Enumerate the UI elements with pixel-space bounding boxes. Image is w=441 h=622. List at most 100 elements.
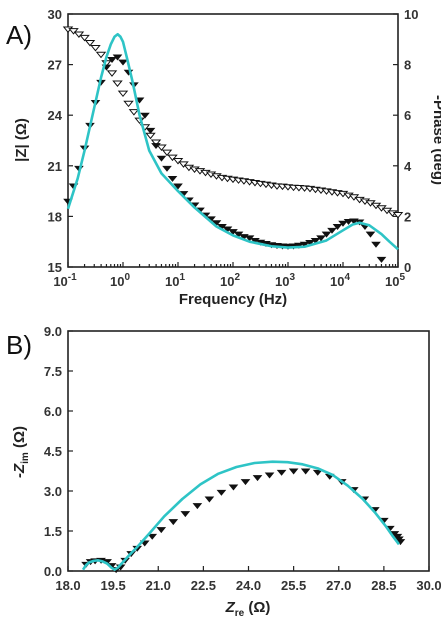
panel-a-filled-triangle-point (321, 231, 332, 238)
panel-b-ticks: 18.0 19.5 21.0 22.5 24.0 25.5 27.0 28.5 30.0 0.0 1… (44, 324, 441, 593)
panel-a-open-triangle-point (150, 139, 162, 146)
panel-a-filled-triangle-point (156, 155, 167, 162)
panel-a-xtick-label: 10-1 (53, 272, 77, 289)
panel-a-ytick-right-label: 4 (404, 159, 412, 174)
panel-b-filled-triangle-point (300, 468, 311, 475)
panel-a-filled-triangle-point (162, 165, 172, 172)
panel-a-open-triangle-point (123, 100, 134, 108)
panel-a-filled-triangle-point (371, 241, 381, 248)
panel-a-filled-triangle-point (338, 220, 348, 227)
panel-b-xlabel-sub: re (235, 608, 245, 619)
panel-b-filled-triangle-point (147, 533, 158, 540)
panel-b-xlabel: Zre (Ω) (225, 599, 271, 619)
panel-b-ytick-label: 0.0 (44, 564, 62, 579)
panel-b-xtick-label: 18.0 (55, 578, 80, 593)
panel-a-filled-triangle-point (299, 241, 310, 248)
panel-a-filled-triangle-point (343, 218, 354, 225)
panel-a-ytick-right-label: 0 (404, 260, 411, 275)
panel-a-ytick-right-label: 8 (404, 58, 411, 73)
panel-a-filled-triangle-point (332, 224, 343, 230)
panel-a-xtick-label: 104 (330, 272, 350, 289)
panel-a-open-triangle-point (178, 161, 189, 168)
panel-b-xtick-label: 22.5 (191, 578, 216, 593)
panel-a-ytick-left-label: 18 (48, 209, 62, 224)
panel-a-open-triangle-point (167, 154, 178, 162)
panel-a-filled-triangle-point (167, 175, 178, 182)
panel-b-label: B) (6, 330, 32, 360)
panel-b-ylabel: -Zim (Ω) (11, 426, 31, 478)
panel-a-open-triangle-point (106, 70, 118, 77)
panel-a-open-triangle-point (73, 31, 85, 39)
panel-a-filled-triangle-point (305, 239, 315, 246)
panel-b-xtick-label: 25.5 (281, 578, 306, 593)
panel-b-xtick-label: 28.5 (371, 578, 396, 593)
panel-a-ytick-right-label: 2 (404, 209, 411, 224)
panel-a-filled-triangle-point (365, 231, 376, 238)
panel-a-filled-triangle-point (118, 59, 128, 66)
panel-b-ytick-label: 6.0 (44, 404, 62, 419)
panel-a-filled-triangle-point (327, 227, 337, 234)
panel-a-open-triangle-point (392, 212, 404, 219)
panel-a-filled-triangle-point (107, 57, 117, 64)
panel-a-ytick-left-label: 27 (48, 58, 62, 73)
panel-a-ytick-left-label: 24 (48, 108, 63, 123)
panel-b-xlabel-main: Z (225, 599, 236, 616)
panel-a-open-triangle-point (145, 132, 156, 140)
panel-a-label: A) (6, 20, 32, 50)
panel-a-filled-triangle-point (376, 256, 387, 263)
panel-a: A) 10-1 100 101 102 103 104 105151821242730024… (6, 7, 441, 308)
panel-a-filled-triangle-point (310, 237, 321, 244)
panel-b-ylabel-sub: im (20, 452, 31, 464)
panel-b-ytick-label: 7.5 (44, 364, 62, 379)
panel-b-filled-triangle-point (156, 527, 167, 534)
panel-a-open-triangle-point (68, 28, 79, 35)
panel-b-xtick-label: 21.0 (146, 578, 171, 593)
panel-b-filled-triangle-point (228, 484, 239, 491)
panel-b-xtick-label: 27.0 (326, 578, 351, 593)
panel-b-filled-triangle-point (312, 469, 323, 476)
panel-a-filled-triangle-point (140, 112, 150, 119)
panel-a-ytick-left-label: 30 (48, 7, 62, 22)
panel-b-filled-triangle-point (252, 475, 263, 482)
panel-a-filled-triangle-point (316, 235, 326, 242)
panel-b-filled-triangle-point (216, 489, 227, 496)
panel-a-open-triangle-point (112, 80, 123, 87)
panel-a-open-triangle-point (156, 144, 167, 152)
panel-b-filled-triangle-point (192, 503, 203, 510)
panel-b-filled-triangle-point (276, 469, 287, 476)
panel-a-filled-triangle-point (151, 143, 161, 150)
panel-a-filled-triangle-point (173, 183, 183, 190)
panel-a-open-triangle-point (117, 90, 129, 98)
panel-a-open-triangle-point (128, 109, 140, 116)
panel-b-filled-triangle-point (168, 519, 179, 526)
panel-a-ylabel-left: |Z| (Ω) (13, 118, 30, 162)
panel-b-ytick-label: 9.0 (44, 324, 62, 339)
panel-b-ytick-label: 3.0 (44, 484, 62, 499)
panel-b-xlabel-unit: (Ω) (244, 599, 270, 616)
panel-b-marks (81, 460, 406, 574)
panel-b-filled-triangle-point (180, 511, 191, 518)
panel-a-xtick-label: 100 (110, 272, 130, 289)
panel-a-fit-line (66, 32, 399, 251)
panel-a-ytick-right-label: 6 (404, 108, 411, 123)
panel-a-frame (67, 13, 399, 268)
panel-a-open-triangle-point (161, 149, 173, 157)
panel-b-ytick-label: 4.5 (44, 444, 62, 459)
panel-b-fit-line (81, 460, 400, 571)
panel-a-open-triangle-point (95, 51, 107, 59)
panel-a-xtick-label: 101 (165, 272, 185, 289)
panel-b-filled-triangle-point (240, 479, 251, 486)
panel-b-filled-triangle-point (264, 472, 275, 479)
panel-a-xtick-label: 102 (220, 272, 240, 289)
panel-a-ticks: 10-1 100 101 102 103 104 105151821242730024681… (48, 7, 419, 289)
panel-a-filled-triangle-point (112, 54, 123, 61)
panel-a-open-triangle-point (79, 34, 90, 42)
panel-a-ytick-left-label: 21 (48, 159, 62, 174)
panel-a-open-triangle-point (90, 45, 101, 52)
panel-b-ylabel-main: -Z (11, 463, 28, 478)
panel-b-xtick-label: 19.5 (100, 578, 125, 593)
panel-a-open-triangle-point (84, 39, 96, 47)
panel-a-xtick-label: 103 (275, 272, 295, 289)
panel-a-ytick-left-label: 15 (48, 260, 62, 275)
